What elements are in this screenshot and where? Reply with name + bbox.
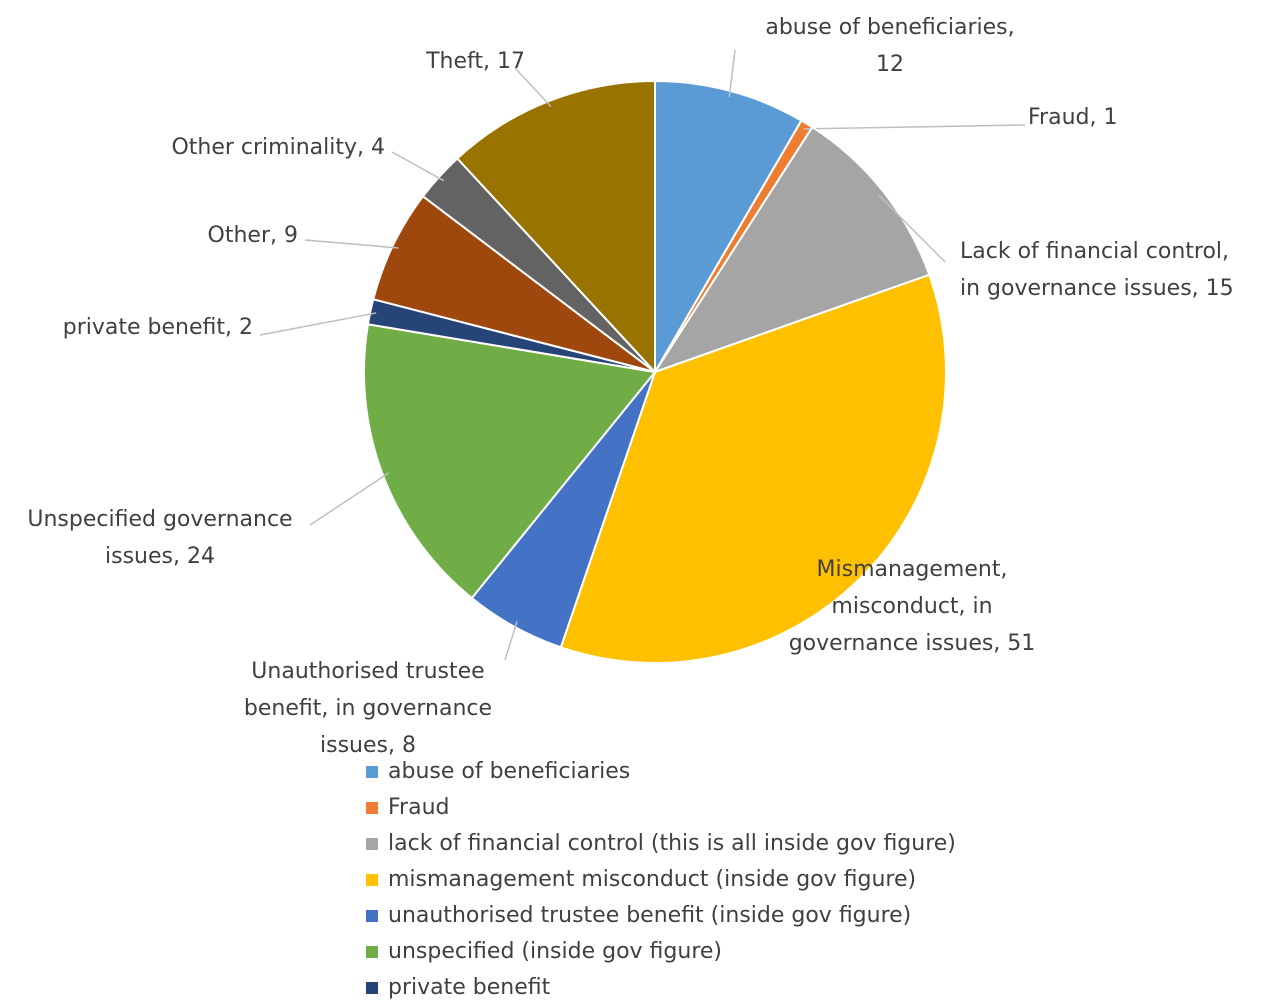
legend-label: private benefit (388, 975, 551, 1000)
data-label: 12 (876, 52, 904, 77)
data-label: misconduct, in (831, 594, 992, 619)
data-label: Mismanagement, (817, 557, 1008, 582)
legend-label: mismanagement misconduct (inside gov fig… (388, 867, 916, 892)
leader-line (504, 621, 518, 661)
legend-swatch (366, 766, 378, 778)
data-label: Fraud, 1 (1028, 105, 1117, 130)
leader-line (877, 194, 946, 263)
data-label: private benefit, 2 (63, 315, 253, 340)
legend-label: abuse of beneficiaries (388, 759, 630, 784)
data-label: benefit, in governance (244, 696, 492, 721)
legend-swatch (366, 910, 378, 922)
legend-label: unauthorised trustee benefit (inside gov… (388, 903, 911, 928)
legend-swatch (366, 802, 378, 814)
data-label: Lack of financial control, (960, 239, 1229, 264)
legend-swatch (366, 838, 378, 850)
data-label: issues, 24 (105, 544, 215, 569)
legend-label: Fraud (388, 795, 450, 820)
data-label: abuse of beneficiaries, (765, 15, 1014, 40)
leader-line (304, 239, 399, 249)
leader-line (309, 472, 389, 526)
data-label: Other criminality, 4 (171, 135, 385, 160)
leader-line (259, 312, 377, 336)
data-label: Unspecified governance (27, 507, 292, 532)
pie-slice (559, 273, 947, 664)
data-label: in governance issues, 15 (960, 276, 1234, 301)
data-label: Unauthorised trustee (251, 659, 484, 684)
legend-swatch (366, 946, 378, 958)
legend-swatch (366, 874, 378, 886)
data-label: issues, 8 (320, 733, 416, 758)
leader-line (514, 67, 552, 108)
data-label: governance issues, 51 (789, 631, 1036, 656)
leader-line (728, 49, 736, 97)
leader-line (803, 124, 1026, 130)
legend-swatch (366, 982, 378, 994)
legend-label: unspecified (inside gov figure) (388, 939, 722, 964)
pie-slice (363, 323, 657, 600)
leader-line (391, 151, 445, 182)
legend-label: lack of financial control (this is all i… (388, 831, 956, 856)
pie-slice (652, 125, 931, 374)
pie-slice (372, 194, 656, 373)
data-label: Theft, 17 (425, 49, 525, 74)
pie-slice (654, 79, 803, 376)
data-label: Other, 9 (208, 223, 298, 248)
pie-slice (455, 79, 656, 375)
